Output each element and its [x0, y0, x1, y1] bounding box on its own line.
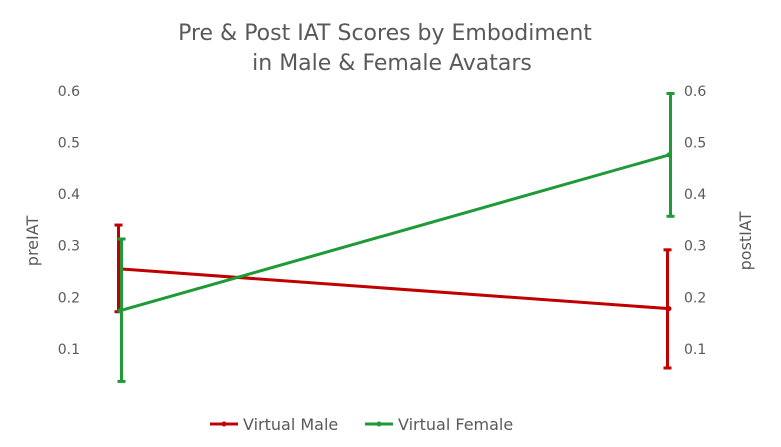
point-virtual-male	[666, 306, 672, 312]
left-axis-label: preIAT	[23, 216, 42, 267]
left-tick-label: 0.6	[58, 84, 80, 100]
right-tick-label: 0.6	[684, 84, 706, 100]
line-virtual-male	[119, 267, 670, 311]
left-tick-label: 0.1	[58, 342, 80, 358]
right-tick-label: 0.4	[684, 187, 706, 203]
right-tick-label: 0.1	[684, 342, 706, 358]
right-tick-label: 0.3	[684, 239, 706, 255]
line-virtual-female	[119, 153, 670, 313]
left-tick-label: 0.4	[58, 187, 80, 203]
right-tick-label: 0.5	[684, 136, 706, 152]
legend: Virtual Male Virtual Female	[210, 415, 513, 434]
left-y-axis-ticks: 0.1 0.2 0.3 0.4 0.5 0.6	[58, 84, 80, 358]
legend-marker-virtual-male	[221, 421, 227, 427]
legend-item-virtual-male: Virtual Male	[210, 415, 338, 434]
legend-marker-virtual-female	[376, 421, 382, 427]
chart-title-line2: in Male & Female Avatars	[252, 51, 532, 76]
point-virtual-female	[666, 152, 672, 158]
left-tick-label: 0.5	[58, 136, 80, 152]
legend-label-virtual-female: Virtual Female	[398, 415, 513, 434]
legend-item-virtual-female: Virtual Female	[365, 415, 513, 434]
series-virtual-male	[114, 223, 672, 370]
chart-title-line1: Pre & Post IAT Scores by Embodiment	[178, 21, 592, 46]
series-virtual-female	[117, 91, 675, 383]
right-tick-label: 0.2	[684, 290, 706, 306]
point-virtual-female	[117, 308, 123, 314]
series-layer	[114, 91, 675, 383]
left-tick-label: 0.3	[58, 239, 80, 255]
legend-label-virtual-male: Virtual Male	[243, 415, 338, 434]
right-y-axis-ticks: 0.1 0.2 0.3 0.4 0.5 0.6	[684, 84, 706, 358]
right-axis-label: postIAT	[736, 211, 755, 270]
left-tick-label: 0.2	[58, 290, 80, 306]
